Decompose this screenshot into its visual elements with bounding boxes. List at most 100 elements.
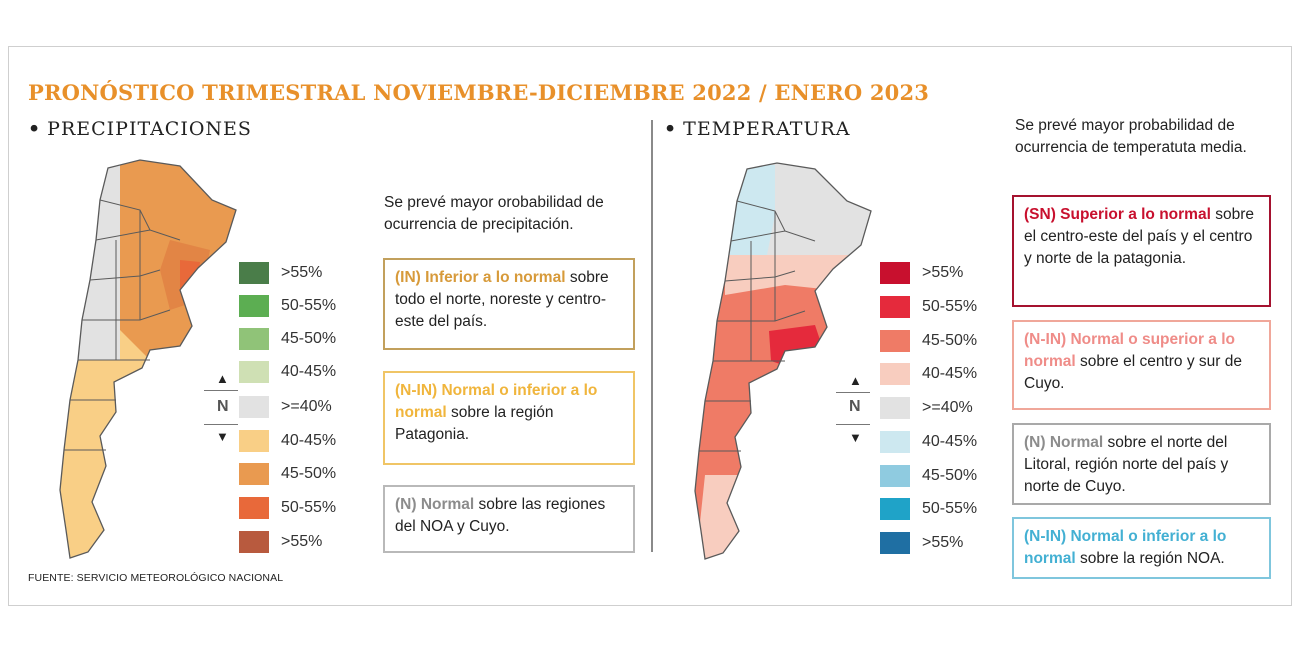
temp-intro: Se prevé mayor probabilidad de ocurrenci…: [1015, 117, 1247, 156]
legend-label: >55%: [922, 534, 964, 551]
legend-swatch: [239, 328, 269, 350]
legend-label: 50-55%: [922, 298, 978, 315]
temperatura-heading: • TEMPERATURA: [664, 118, 851, 140]
legend-swatch: [239, 430, 269, 452]
down-arrow-icon: ▼: [216, 429, 229, 444]
box-code: (N) Normal: [1024, 434, 1104, 451]
box-text: sobre el centro-este del país y el centr…: [1024, 206, 1254, 267]
temp-box-normal: (N) Normal sobre el norte del Litoral, r…: [1012, 423, 1271, 505]
precip-intro: Se prevé mayor orobabilidad de ocurrenci…: [384, 194, 604, 233]
legend-label: 50-55%: [922, 500, 978, 517]
bullet: •: [664, 118, 678, 140]
legend-swatch: [239, 531, 269, 553]
precip-zone-normal: [60, 160, 120, 360]
legend-swatch: [880, 330, 910, 352]
precipitaciones-heading-text: PRECIPITACIONES: [47, 118, 252, 140]
precip-legend-item: 45-50%: [239, 463, 336, 485]
temp-legend-item: >=40%: [880, 397, 973, 419]
legend-swatch: [239, 295, 269, 317]
temp-zone-south: [695, 475, 785, 559]
legend-label: >55%: [281, 533, 323, 550]
precip-legend-item: 40-45%: [239, 361, 336, 383]
legend-label: >55%: [922, 264, 964, 281]
box-code: (N) Normal: [395, 496, 475, 513]
legend-swatch: [239, 396, 269, 418]
source-note: FUENTE: SERVICIO METEOROLÓGICO NACIONAL: [28, 572, 284, 584]
legend-swatch: [239, 463, 269, 485]
legend-label: >=40%: [922, 399, 973, 416]
legend-swatch: [880, 397, 910, 419]
precipitation-legend: >55% 50-55% 45-50% 40-45% >=40% 40-45% 4…: [239, 262, 369, 562]
temperature-map: [694, 162, 872, 560]
temp-legend-item: 40-45%: [880, 363, 977, 385]
normal-marker: N: [217, 398, 229, 415]
normal-divider: [836, 392, 870, 393]
precip-legend-item: 50-55%: [239, 295, 336, 317]
normal-divider: [836, 424, 870, 425]
province-borders: [694, 162, 872, 560]
box-code: (N-IN) Normal o inferior a lo normal: [1024, 528, 1227, 567]
temp-box-normal-superior: (N-IN) Normal o superior a lo normal sob…: [1012, 320, 1271, 410]
temp-legend-item: 40-45%: [880, 431, 977, 453]
box-text: sobre todo el norte, noreste y centro-es…: [395, 269, 609, 330]
legend-label: 45-50%: [922, 332, 978, 349]
legend-label: 50-55%: [281, 297, 337, 314]
box-text: sobre las regiones del NOA y Cuyo.: [395, 496, 606, 535]
box-text: sobre la región NOA.: [1075, 550, 1225, 567]
up-arrow-icon: ▲: [216, 371, 229, 386]
temp-box-superior: (SN) Superior a lo normal sobre el centr…: [1012, 195, 1271, 307]
temp-legend-item: 45-50%: [880, 465, 977, 487]
section-divider: [651, 120, 653, 552]
precip-box-inferior: (IN) Inferior a lo normal sobre todo el …: [383, 258, 635, 350]
precip-legend-item: >55%: [239, 262, 322, 284]
legend-label: >55%: [281, 264, 323, 281]
temp-legend-item: >55%: [880, 532, 963, 554]
legend-label: 50-55%: [281, 499, 337, 516]
legend-swatch: [880, 498, 910, 520]
box-code: (SN) Superior a lo normal: [1024, 206, 1211, 223]
normal-divider: [204, 390, 238, 391]
legend-swatch: [239, 497, 269, 519]
box-code: (N-IN) Normal o superior a lo normal: [1024, 331, 1235, 370]
precip-legend-item: >=40%: [239, 396, 332, 418]
down-arrow-icon: ▼: [849, 430, 862, 445]
legend-label: 40-45%: [281, 432, 337, 449]
box-text: sobre el centro y sur de Cuyo.: [1024, 353, 1242, 392]
precip-box-normal: (N) Normal sobre las regiones del NOA y …: [383, 485, 635, 553]
legend-label: 45-50%: [281, 330, 337, 347]
legend-label: 45-50%: [281, 465, 337, 482]
temp-box-normal-inferior: (N-IN) Normal o inferior a lo normal sob…: [1012, 517, 1271, 579]
precipitation-map: [59, 159, 237, 559]
box-text: sobre el norte del Litoral, región norte…: [1024, 434, 1229, 495]
legend-label: 45-50%: [922, 467, 978, 484]
precip-box-normal-inferior: (N-IN) Normal o inferior a lo normal sob…: [383, 371, 635, 465]
legend-swatch: [880, 465, 910, 487]
legend-swatch: [880, 296, 910, 318]
legend-swatch: [239, 262, 269, 284]
box-code: (IN) Inferior a lo normal: [395, 269, 566, 286]
legend-label: 40-45%: [922, 433, 978, 450]
infographic-frame: [8, 46, 1292, 606]
legend-swatch: [880, 363, 910, 385]
precip-legend-item: >55%: [239, 531, 322, 553]
precipitaciones-heading: • PRECIPITACIONES: [28, 118, 252, 140]
legend-label: >=40%: [281, 398, 332, 415]
province-borders: [59, 159, 237, 559]
temperatura-heading-text: TEMPERATURA: [683, 118, 851, 140]
temperature-legend: >55% 50-55% 45-50% 40-45% >=40% 40-45% 4…: [880, 262, 1010, 562]
legend-swatch: [880, 532, 910, 554]
normal-divider: [204, 424, 238, 425]
precip-legend-item: 40-45%: [239, 430, 336, 452]
normal-marker: N: [849, 398, 861, 415]
legend-swatch: [239, 361, 269, 383]
legend-label: 40-45%: [281, 363, 337, 380]
precip-legend-item: 50-55%: [239, 497, 336, 519]
page-title: PRONÓSTICO TRIMESTRAL NOVIEMBRE-DICIEMBR…: [28, 80, 930, 105]
legend-swatch: [880, 431, 910, 453]
legend-label: 40-45%: [922, 365, 978, 382]
temp-legend-item: >55%: [880, 262, 963, 284]
box-text: sobre la región Patagonia.: [395, 404, 554, 443]
bullet: •: [28, 118, 42, 140]
temp-legend-item: 50-55%: [880, 296, 977, 318]
temp-legend-item: 50-55%: [880, 498, 977, 520]
